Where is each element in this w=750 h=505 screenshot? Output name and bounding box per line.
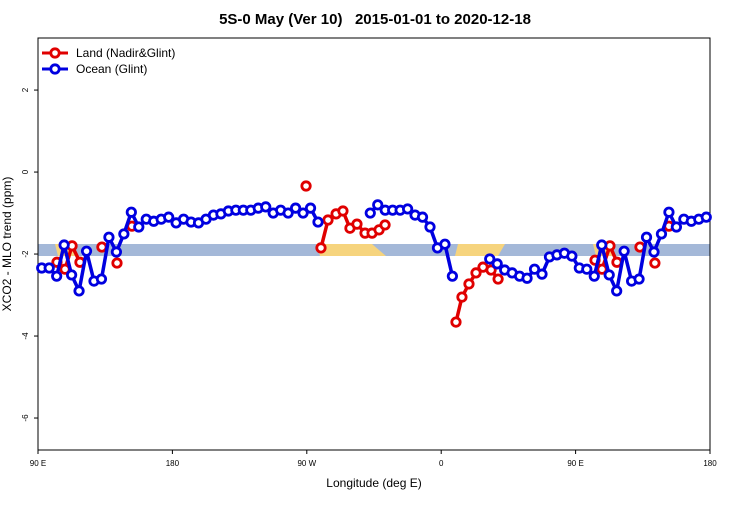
data-point	[649, 257, 661, 269]
data-point	[640, 231, 653, 243]
data-point	[611, 285, 623, 297]
data-point	[163, 211, 175, 223]
legend-marker	[49, 47, 61, 59]
y-tick-label: -2	[21, 250, 30, 258]
data-point	[58, 239, 70, 251]
data-point	[103, 231, 115, 243]
data-point	[337, 205, 349, 217]
data-point	[581, 263, 593, 275]
data-point	[73, 285, 85, 297]
data-point	[588, 270, 600, 282]
data-point	[663, 206, 675, 218]
data-point	[603, 269, 615, 281]
data-point	[282, 207, 294, 219]
data-point	[125, 206, 137, 218]
data-point	[648, 246, 660, 258]
data-point	[700, 211, 712, 223]
data-point	[289, 202, 302, 214]
data-point	[521, 272, 533, 284]
data-point	[96, 241, 108, 253]
band-patch	[455, 244, 505, 256]
data-point	[95, 273, 108, 285]
data-point	[51, 270, 63, 282]
data-point	[66, 269, 78, 281]
y-tick-label: -4	[21, 332, 30, 340]
data-point	[416, 211, 429, 223]
legend-marker	[49, 63, 61, 75]
data-point	[439, 238, 451, 250]
x-axis-label: Longitude (deg E)	[326, 476, 421, 490]
data-point	[133, 221, 145, 233]
data-point	[304, 202, 317, 214]
data-point	[297, 207, 309, 219]
data-point	[485, 264, 497, 276]
x-tick-label: 90 W	[297, 459, 316, 468]
y-axis-label: XCO2 - MLO trend (ppm)	[0, 177, 14, 312]
x-tick-label: 180	[166, 459, 180, 468]
x-tick-label: 90 E	[30, 459, 46, 468]
data-point	[618, 245, 630, 257]
data-point	[470, 267, 482, 279]
x-tick-label: 90 E	[567, 459, 583, 468]
data-point	[315, 242, 327, 254]
data-point	[655, 228, 668, 240]
data-point	[670, 221, 683, 233]
x-tick-label: 0	[439, 459, 444, 468]
data-point	[566, 250, 578, 262]
data-point	[312, 216, 324, 228]
x-tick-label: 180	[703, 459, 717, 468]
chart-title: 5S-0 May (Ver 10) 2015-01-01 to 2020-12-…	[219, 11, 531, 28]
data-point	[536, 268, 548, 280]
data-point	[43, 262, 55, 274]
legend-label: Ocean (Glint)	[76, 62, 147, 76]
data-point	[110, 246, 123, 258]
data-point	[424, 221, 436, 233]
data-point	[492, 273, 504, 285]
plot-frame	[37, 37, 711, 451]
data-point	[463, 278, 475, 290]
data-point	[80, 245, 93, 257]
data-point	[111, 257, 123, 269]
data-point	[446, 270, 458, 282]
data-point	[372, 199, 384, 211]
y-tick-label: 0	[21, 169, 30, 174]
data-point	[484, 253, 496, 265]
data-point	[364, 207, 376, 219]
data-point	[596, 239, 608, 251]
data-point	[456, 291, 468, 303]
band-patch	[316, 244, 386, 256]
data-point	[351, 218, 363, 230]
data-point	[528, 263, 541, 275]
data-point	[633, 273, 645, 285]
data-point	[322, 214, 334, 226]
data-point	[300, 180, 312, 192]
legend-label: Land (Nadir&Glint)	[76, 46, 175, 60]
data-point	[491, 258, 503, 270]
y-tick-label: 2	[21, 87, 30, 92]
y-tick-label: -6	[21, 414, 30, 422]
data-point	[379, 219, 391, 231]
data-point	[260, 201, 272, 213]
data-point	[118, 228, 130, 240]
data-point	[450, 316, 462, 328]
data-point	[401, 203, 414, 215]
